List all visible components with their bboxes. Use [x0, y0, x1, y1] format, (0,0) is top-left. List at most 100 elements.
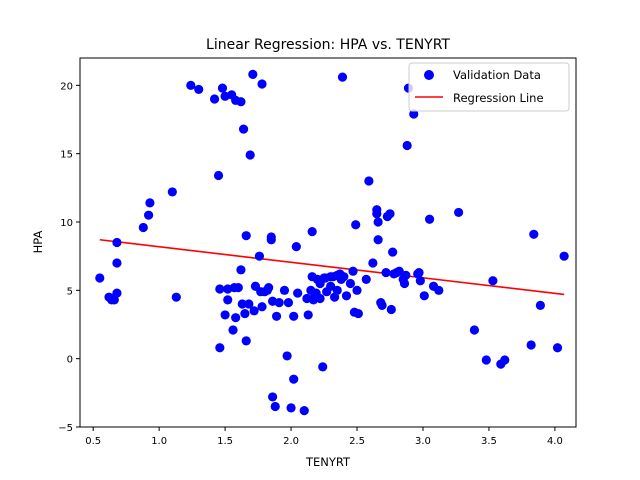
- legend-label-regression-line: Regression Line: [453, 91, 544, 105]
- scatter-point: [236, 265, 246, 275]
- scatter-point: [138, 222, 148, 233]
- scatter-point: [245, 150, 255, 160]
- scatter-point: [381, 267, 391, 278]
- scatter-point: [399, 278, 410, 289]
- x-tick-label: 3.5: [481, 436, 497, 447]
- scatter-point: [372, 209, 382, 219]
- legend-marker-validation-data: [424, 70, 434, 80]
- scatter-point: [401, 270, 411, 280]
- scatter-point: [348, 266, 358, 276]
- scatter-point: [339, 272, 349, 282]
- y-tick-label: 10: [60, 218, 73, 229]
- scatter-point: [500, 355, 510, 365]
- scatter-point: [213, 170, 224, 181]
- scatter-point: [552, 343, 563, 353]
- x-axis-label: TENYRT: [305, 455, 351, 469]
- axes-frame: [79, 57, 577, 428]
- scatter-point: [299, 406, 309, 416]
- scatter-point: [238, 124, 249, 134]
- regression-line-layer: [99, 238, 565, 296]
- scatter-point: [385, 209, 395, 219]
- scatter-point: [194, 84, 204, 95]
- scatter-point: [257, 79, 267, 89]
- scatter-point: [529, 229, 539, 239]
- scatter-point: [559, 251, 569, 261]
- scatter-point: [215, 284, 225, 294]
- scatter-point: [402, 140, 412, 151]
- scatter-point: [286, 403, 296, 413]
- scatter-point: [236, 97, 246, 107]
- scatter-point: [318, 362, 328, 372]
- scatter-point: [361, 274, 371, 284]
- scatter-point: [167, 187, 177, 197]
- scatter-point: [351, 220, 361, 230]
- scatter-point: [481, 355, 491, 365]
- scatter-point: [388, 247, 398, 257]
- scatter-point: [254, 251, 265, 261]
- scatter-point: [95, 273, 105, 283]
- scatter-point: [248, 69, 258, 79]
- scatter-point: [257, 302, 267, 312]
- scatter-point: [535, 300, 545, 310]
- plot-area: [79, 57, 577, 428]
- scatter-point: [279, 285, 290, 295]
- scatter-point: [264, 283, 274, 293]
- scatter-point: [293, 288, 303, 298]
- scatter-point: [352, 285, 362, 295]
- scatter-point: [267, 392, 278, 402]
- scatter-point: [386, 304, 396, 315]
- scatter-point: [241, 336, 251, 346]
- y-tick-label: 0: [67, 355, 73, 366]
- scatter-point: [394, 266, 404, 276]
- y-tick-label: −5: [58, 423, 73, 434]
- scatter-point: [341, 291, 352, 301]
- y-tick-label: 5: [67, 286, 73, 297]
- y-tick-label: 15: [60, 150, 73, 161]
- regression-line: [99, 238, 565, 296]
- scatter-point: [274, 298, 284, 308]
- scatter-point: [145, 198, 155, 208]
- scatter-point: [469, 325, 480, 335]
- x-axis: 0.5 1.0 1.5 2.0 2.5 3.0 3.5 4.0: [85, 427, 563, 447]
- scatter-point: [291, 242, 301, 252]
- scatter-point: [249, 306, 259, 316]
- scatter-point: [271, 311, 282, 321]
- scatter-point: [171, 292, 181, 302]
- scatter-point: [326, 281, 336, 291]
- scatter-point: [220, 310, 230, 320]
- scatter-point: [215, 343, 225, 353]
- scatter-point: [266, 235, 276, 245]
- y-tick-label: 20: [60, 81, 73, 92]
- scatter-point: [332, 285, 342, 295]
- scatter-point: [373, 217, 383, 227]
- scatter-point: [364, 176, 374, 186]
- scatter-point: [337, 72, 348, 82]
- scatter-point: [237, 299, 247, 309]
- scatter-point: [303, 310, 313, 320]
- scatter-point: [233, 283, 243, 293]
- scatter-point: [143, 210, 154, 220]
- y-axis: −5 0 5 10 15 20: [58, 81, 80, 434]
- scatter-point: [112, 288, 122, 298]
- scatter-point: [282, 351, 292, 361]
- scatter-point: [112, 258, 122, 268]
- scatter-point: [419, 291, 429, 301]
- scatter-point: [409, 109, 419, 119]
- scatter-point: [434, 285, 444, 295]
- x-tick-label: 1.5: [217, 436, 233, 447]
- x-tick-label: 2.5: [349, 436, 365, 447]
- scatter-point: [345, 278, 356, 289]
- chart-title: Linear Regression: HPA vs. TENYRT: [206, 37, 450, 53]
- scatter-point: [353, 308, 363, 319]
- scatter-point: [307, 226, 317, 237]
- scatter-point: [415, 276, 425, 286]
- x-tick-label: 3.0: [415, 436, 431, 447]
- scatter-point: [368, 258, 378, 268]
- scatter-point: [424, 214, 435, 224]
- scatter-point: [244, 299, 254, 309]
- scatter-point: [377, 300, 387, 310]
- scatter-point: [453, 207, 464, 218]
- scatter-point: [228, 325, 238, 335]
- scatter-point: [373, 235, 383, 245]
- scatter-layer: [95, 69, 569, 416]
